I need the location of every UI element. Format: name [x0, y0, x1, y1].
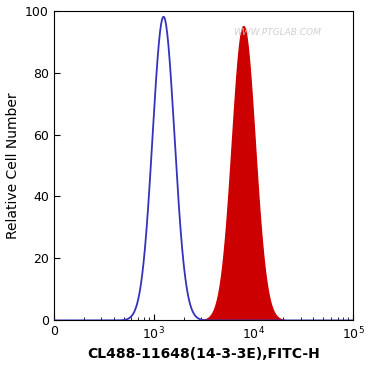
- X-axis label: CL488-11648(14-3-3E),FITC-H: CL488-11648(14-3-3E),FITC-H: [87, 348, 320, 361]
- Text: WWW.PTGLAB.COM: WWW.PTGLAB.COM: [233, 28, 321, 37]
- Y-axis label: Relative Cell Number: Relative Cell Number: [6, 92, 20, 239]
